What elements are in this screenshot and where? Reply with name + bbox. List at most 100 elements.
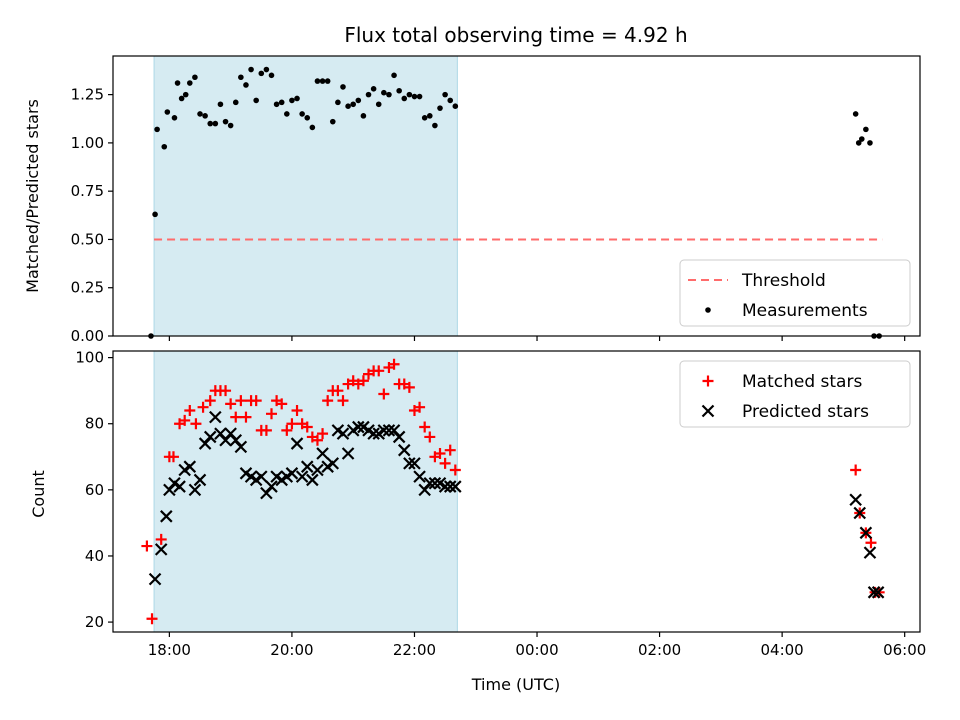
measurement-point: [406, 91, 413, 98]
measurement-point: [442, 91, 448, 98]
predicted-star-point: [853, 506, 867, 520]
bottom-y-axis-label: Count: [29, 470, 48, 518]
matched-star-point: [286, 418, 298, 430]
measurement-point: [452, 103, 459, 110]
predicted-star-point: [449, 480, 462, 493]
measurement-point: [243, 82, 249, 88]
bottom-axes-frame: [112, 350, 921, 633]
predicted-star-point: [336, 427, 350, 440]
measurement-point: [238, 74, 244, 81]
legend-label: Predicted stars: [742, 402, 869, 422]
legend-label: Threshold: [741, 271, 826, 291]
predicted-star-point: [867, 586, 881, 599]
top-y-axis-label: Matched/Predicted stars: [23, 99, 42, 293]
predicted-star-point: [863, 546, 877, 559]
predicted-star-point: [382, 424, 396, 437]
matched-star-point: [260, 424, 272, 436]
measurement-point: [232, 99, 239, 106]
predicted-star-point: [403, 457, 416, 470]
matched-star-point: [141, 540, 153, 552]
legend-predicted-swatch: [701, 404, 715, 418]
measurement-point: [421, 114, 428, 121]
measurement-point: [411, 93, 418, 100]
legend-label: Measurements: [742, 301, 868, 321]
x-axis-label: Time (UTC): [471, 675, 560, 694]
matched-star-point: [167, 451, 179, 463]
measurement-point: [154, 126, 160, 133]
predicted-star-point: [413, 470, 426, 483]
measurement-point: [304, 114, 311, 121]
bottom-shaded-interval: [153, 350, 458, 633]
predicted-star-point: [193, 473, 207, 487]
matched-star-point: [204, 395, 216, 407]
predicted-star-point: [203, 430, 217, 444]
matched-star-point: [444, 444, 456, 456]
bottom-legend: Matched stars Predicted stars: [679, 360, 911, 428]
predicted-star-point: [871, 586, 885, 599]
measurement-point: [207, 120, 214, 127]
top-legend-box: [679, 259, 911, 327]
predicted-star-point: [443, 480, 457, 493]
matched-star-point: [865, 537, 877, 549]
measurement-point: [386, 91, 392, 98]
measurement-point: [329, 118, 336, 125]
bottom-y-tick-label: 100: [75, 349, 104, 367]
matched-star-point: [403, 381, 415, 393]
x-tick-label: 20:00: [270, 641, 313, 659]
measurement-point: [432, 122, 438, 129]
predicted-star-point: [377, 424, 391, 437]
predicted-star-point: [311, 463, 324, 477]
measurement-point: [447, 97, 454, 104]
predicted-star-point: [183, 460, 197, 473]
predicted-star-point: [173, 480, 186, 493]
matched-star-point: [220, 385, 232, 397]
x-tick-label: 02:00: [638, 641, 681, 659]
matched-star-point: [301, 421, 313, 433]
matched-star-point: [850, 464, 862, 476]
predicted-star-point: [306, 473, 319, 487]
predicted-star-point: [295, 470, 309, 483]
measurement-point: [164, 109, 171, 115]
matched-star-point: [281, 424, 293, 436]
predicted-star-point: [188, 483, 202, 497]
measurement-point: [152, 211, 158, 218]
bottom-y-tick-label: 60: [85, 481, 104, 499]
measurement-point: [278, 99, 285, 106]
measurement-point: [217, 101, 224, 108]
matched-star-point: [190, 418, 202, 430]
matched-star-point: [322, 395, 334, 407]
matched-star-point: [230, 411, 242, 423]
matched-star-point: [266, 408, 277, 420]
matched-star-point: [388, 358, 400, 370]
predicted-star-point: [255, 470, 268, 483]
measurement-point: [867, 140, 873, 146]
measurement-point: [258, 70, 265, 77]
predicted-star-point: [160, 510, 173, 523]
matched-star-point: [146, 613, 158, 625]
x-tick-label: 04:00: [761, 641, 804, 659]
predicted-star-point: [352, 420, 365, 434]
measurement-point: [426, 113, 433, 119]
measurement-point: [319, 78, 326, 84]
measurement-point: [370, 86, 377, 92]
legend-matched-swatch: [702, 375, 714, 387]
predicted-star-point: [148, 572, 162, 586]
measurement-point: [212, 120, 219, 127]
top-series-measurements: [148, 66, 882, 339]
measurement-point: [197, 111, 203, 117]
matched-star-point: [378, 388, 390, 400]
x-tick-label: 06:00: [883, 641, 926, 659]
matched-star-point: [235, 395, 247, 407]
top-panel: 0.00 0.25 0.50 0.75 1.00 1.25 Threshold Measure…: [71, 55, 921, 345]
x-tick-label: 18:00: [148, 641, 191, 659]
predicted-star-point: [154, 543, 168, 556]
predicted-star-point: [326, 457, 340, 470]
matched-star-point: [225, 398, 237, 410]
chart-title: Flux total observing time = 4.92 h: [344, 23, 687, 47]
predicted-star-point: [367, 427, 380, 440]
measurement-point: [437, 105, 443, 111]
bottom-panel: 20 40 60 80 100 18:00 20:00 22:00 00:00 02:00 04:0…: [75, 349, 926, 659]
measurement-point: [381, 89, 387, 96]
